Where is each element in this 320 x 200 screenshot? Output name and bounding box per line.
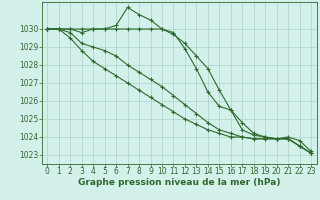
X-axis label: Graphe pression niveau de la mer (hPa): Graphe pression niveau de la mer (hPa) bbox=[78, 178, 280, 187]
